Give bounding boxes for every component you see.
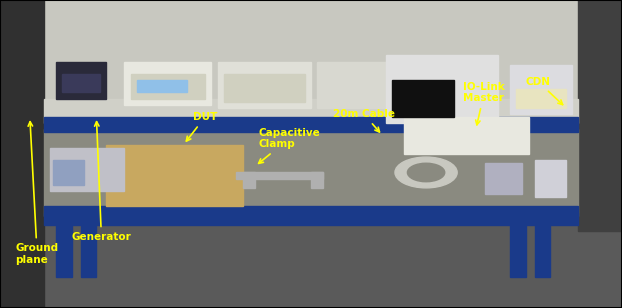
Bar xyxy=(311,172,323,188)
Bar xyxy=(62,74,100,92)
Bar xyxy=(124,62,211,105)
Bar xyxy=(236,172,323,179)
Bar xyxy=(0,0,622,216)
Bar xyxy=(0,0,44,308)
Bar xyxy=(404,117,529,154)
Bar xyxy=(44,99,578,123)
Bar xyxy=(0,216,622,308)
Bar xyxy=(44,206,578,216)
Ellipse shape xyxy=(395,157,457,188)
Bar xyxy=(535,160,566,197)
Bar xyxy=(510,65,572,114)
Text: Ground
plane: Ground plane xyxy=(16,122,58,265)
Bar xyxy=(218,62,311,108)
Text: IO-Link
Master: IO-Link Master xyxy=(463,82,505,125)
Ellipse shape xyxy=(407,163,445,182)
Bar xyxy=(485,163,522,194)
Bar xyxy=(131,74,205,99)
Text: Generator: Generator xyxy=(72,122,131,242)
Bar xyxy=(44,213,578,225)
Text: Capacitive
Clamp: Capacitive Clamp xyxy=(258,128,320,163)
Bar xyxy=(50,148,124,191)
Bar xyxy=(53,160,84,185)
Text: CDN: CDN xyxy=(526,77,563,105)
Bar xyxy=(56,62,106,99)
Bar xyxy=(56,216,72,277)
Bar xyxy=(44,129,578,216)
Text: 20m Cable: 20m Cable xyxy=(333,109,395,132)
Text: DUT: DUT xyxy=(187,112,217,141)
Bar xyxy=(224,74,305,102)
Bar xyxy=(386,55,498,123)
Bar xyxy=(137,80,187,92)
Bar xyxy=(81,216,96,277)
Bar xyxy=(392,80,454,117)
Bar xyxy=(243,172,255,188)
Bar xyxy=(578,0,622,231)
Bar xyxy=(510,216,526,277)
Bar xyxy=(516,89,566,108)
Bar xyxy=(44,117,578,132)
Bar xyxy=(106,145,243,206)
Bar xyxy=(317,62,404,108)
Bar xyxy=(535,216,550,277)
